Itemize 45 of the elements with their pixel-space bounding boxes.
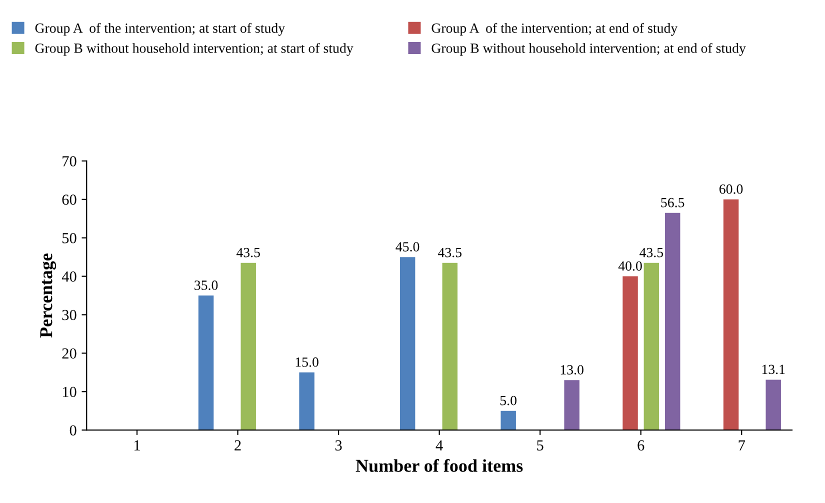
x-tick-label: 2 — [234, 440, 241, 450]
bar — [723, 199, 739, 430]
x-tick-label: 3 — [335, 440, 342, 451]
bar — [442, 262, 458, 430]
data-label: 45.0 — [396, 242, 420, 252]
data-label: 13.0 — [560, 365, 584, 375]
y-tick-label: 40 — [62, 271, 76, 282]
y-tick-label: 10 — [62, 386, 76, 398]
bar — [240, 262, 256, 430]
data-label: 13.1 — [762, 364, 785, 374]
data-label: 15.0 — [296, 357, 318, 367]
bar — [198, 296, 214, 430]
x-tick-label: 6 — [638, 440, 644, 451]
y-tick-label: 60 — [62, 194, 76, 205]
x-tick-label: 7 — [738, 440, 745, 450]
legend-label: Group B without household intervention; at end of study — [432, 43, 746, 56]
bar — [500, 410, 516, 430]
y-tick-label: 50 — [62, 232, 76, 244]
data-label: 35.0 — [194, 280, 218, 290]
y-tick-label: 0 — [70, 425, 76, 436]
y-tick-label: 30 — [62, 310, 76, 320]
y-axis-title: Percentage — [40, 254, 56, 338]
legend-label: Group B without household intervention; at start of study — [35, 43, 354, 56]
bar — [564, 380, 580, 430]
x-axis-title: Number of food items — [356, 459, 523, 472]
data-label: 43.5 — [236, 248, 260, 258]
legend-label: Group A of the intervention; at end of study — [432, 22, 678, 36]
legend-label: Group A of the intervention; at start of study — [35, 22, 286, 36]
x-tick-label: 5 — [537, 440, 544, 451]
y-tick-label: 20 — [62, 348, 76, 359]
bar — [644, 262, 660, 430]
bar — [400, 257, 416, 430]
data-label: 5.0 — [500, 396, 516, 406]
data-label: 43.5 — [640, 248, 664, 258]
bar — [622, 276, 638, 430]
data-label: 43.5 — [438, 248, 462, 258]
data-label: 40.0 — [618, 261, 642, 271]
data-label: 60.0 — [719, 184, 743, 194]
x-tick-label: 1 — [134, 440, 140, 450]
bar — [299, 372, 314, 430]
x-tick-label: 4 — [436, 440, 443, 450]
y-tick-label: 70 — [62, 156, 76, 166]
bar — [766, 380, 781, 430]
bar — [664, 212, 680, 430]
data-label: 56.5 — [661, 198, 684, 208]
